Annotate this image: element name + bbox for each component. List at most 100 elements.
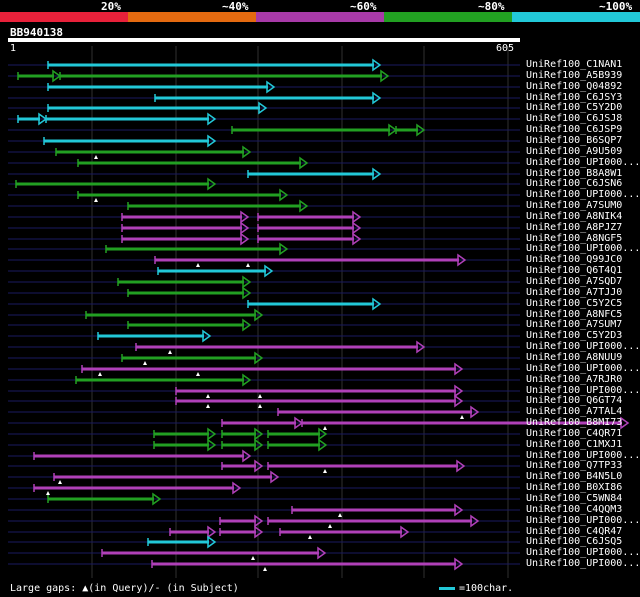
hit-label[interactable]: UniRef100_C5Y2D0 [526, 102, 623, 113]
alignment-arrowhead [254, 525, 264, 539]
hit-label[interactable]: UniRef100_UPI000... [526, 363, 640, 374]
gap-marker-icon [196, 372, 200, 376]
alignment-arrowhead [372, 297, 382, 311]
hit-label[interactable]: UniRef100_A7SQD7 [526, 276, 623, 287]
alignment-arrowhead [240, 210, 250, 224]
alignment-arrowhead [454, 503, 464, 517]
alignment-arrowhead [372, 58, 382, 72]
alignment-arrowhead [254, 427, 264, 441]
alignment-arrowhead [279, 188, 289, 202]
alignment-arrowhead [454, 384, 464, 398]
gap-marker-icon [196, 263, 200, 267]
hit-label[interactable]: UniRef100_UPI000... [526, 515, 640, 526]
alignment-arrowhead [454, 362, 464, 376]
hit-label[interactable]: UniRef100_A9U509 [526, 146, 623, 157]
alignment-arrowhead [240, 232, 250, 246]
legend-label: ~40% [222, 0, 249, 13]
hit-label[interactable]: UniRef100_Q7TP33 [526, 460, 623, 471]
alignment-arrowhead [318, 427, 328, 441]
hit-label[interactable]: UniRef100_A7SUM7 [526, 319, 623, 330]
legend-segment [384, 12, 512, 22]
hit-label[interactable]: UniRef100_Q99JC0 [526, 254, 623, 265]
hit-label[interactable]: UniRef100_A8NUU9 [526, 352, 623, 363]
hit-label[interactable]: UniRef100_UPI000... [526, 385, 640, 396]
hit-label[interactable]: UniRef100_C4QQM3 [526, 504, 623, 515]
gap-marker-icon [323, 469, 327, 473]
alignment-arrowhead [202, 329, 212, 343]
gap-marker-icon [460, 415, 464, 419]
legend-segment [128, 12, 256, 22]
query-start: 1 [10, 43, 17, 54]
alignment-arrowhead [254, 438, 264, 452]
alignment-arrowhead [207, 112, 217, 126]
hit-label[interactable]: UniRef100_B8MI73 [526, 417, 623, 428]
hit-label[interactable]: UniRef100_UPI000... [526, 189, 640, 200]
hit-label[interactable]: UniRef100_A7TAL4 [526, 406, 623, 417]
legend-label: ~80% [478, 0, 505, 13]
hit-label[interactable]: UniRef100_C5WN84 [526, 493, 623, 504]
hit-label[interactable]: UniRef100_UPI000... [526, 157, 640, 168]
hit-label[interactable]: UniRef100_B4N5L0 [526, 471, 623, 482]
alignment-arrowhead [152, 492, 162, 506]
alignment-arrowhead [207, 427, 217, 441]
scale-text: =100char. [459, 583, 514, 594]
hit-label[interactable]: UniRef100_UPI000... [526, 243, 640, 254]
hit-label[interactable]: UniRef100_A8NIK4 [526, 211, 623, 222]
alignment-arrowhead [242, 286, 252, 300]
alignment-arrowhead [416, 123, 426, 137]
alignment-arrowhead [258, 101, 268, 115]
gap-marker-icon [328, 524, 332, 528]
hit-label[interactable]: UniRef100_A7RJR0 [526, 374, 623, 385]
alignment-arrowhead [372, 91, 382, 105]
query-ruler [8, 38, 520, 42]
alignment-arrowhead [270, 470, 280, 484]
hit-label[interactable]: UniRef100_C6JSJ8 [526, 113, 623, 124]
hit-label[interactable]: UniRef100_C1NAN1 [526, 59, 623, 70]
hit-label[interactable]: UniRef100_A8NFC5 [526, 309, 623, 320]
hit-label[interactable]: UniRef100_A7SUM0 [526, 200, 623, 211]
hit-label[interactable]: UniRef100_C4QR47 [526, 526, 623, 537]
hit-label[interactable]: UniRef100_UPI000... [526, 547, 640, 558]
alignment-arrowhead [620, 416, 630, 430]
hit-label[interactable]: UniRef100_A8PJZ7 [526, 222, 623, 233]
hit-label[interactable]: UniRef100_A5B939 [526, 70, 623, 81]
hit-label[interactable]: UniRef100_UPI000... [526, 341, 640, 352]
alignment-arrowhead [470, 405, 480, 419]
hit-label[interactable]: UniRef100_Q6GT74 [526, 395, 623, 406]
alignment-arrowhead [454, 394, 464, 408]
hit-label[interactable]: UniRef100_B8A8W1 [526, 168, 623, 179]
hit-label[interactable]: UniRef100_C5Y2D3 [526, 330, 623, 341]
hit-label[interactable]: UniRef100_B6SQP7 [526, 135, 623, 146]
hit-label[interactable]: UniRef100_C4QR71 [526, 428, 623, 439]
hit-label[interactable]: UniRef100_UPI000... [526, 450, 640, 461]
hit-label[interactable]: UniRef100_C5Y2C5 [526, 298, 623, 309]
hit-label[interactable]: UniRef100_C6JSN6 [526, 178, 623, 189]
gap-marker-icon [98, 372, 102, 376]
hit-label[interactable]: UniRef100_UPI000... [526, 558, 640, 569]
alignment-arrowhead [294, 416, 304, 430]
gap-marker-icon [168, 350, 172, 354]
legend-segment [512, 12, 640, 22]
alignment-arrowhead [207, 177, 217, 191]
alignment-arrowhead [299, 199, 309, 213]
hit-label[interactable]: UniRef100_C6JSY3 [526, 92, 623, 103]
hit-label[interactable]: UniRef100_C6JSQ5 [526, 536, 623, 547]
legend-segment [0, 12, 128, 22]
gap-marker-icon [94, 198, 98, 202]
gap-marker-icon [46, 491, 50, 495]
hit-label[interactable]: UniRef100_C1MXJ1 [526, 439, 623, 450]
gap-legend: Large gaps: ▲(in Query)/- (in Subject) [10, 583, 239, 594]
hit-label[interactable]: UniRef100_Q6T4Q1 [526, 265, 623, 276]
gap-marker-icon [323, 426, 327, 430]
alignment-arrowhead [242, 449, 252, 463]
hit-label[interactable]: UniRef100_C6JSP9 [526, 124, 623, 135]
identity-legend-bar: 20% ~40% ~60% ~80% ~100% [0, 0, 640, 22]
hit-label[interactable]: UniRef100_A7TJJ0 [526, 287, 623, 298]
hit-label[interactable]: UniRef100_A8NGF5 [526, 233, 623, 244]
hit-label[interactable]: UniRef100_B0XI86 [526, 482, 623, 493]
gap-marker-icon [308, 535, 312, 539]
hit-label[interactable]: UniRef100_Q04892 [526, 81, 623, 92]
alignment-arrowhead [388, 123, 398, 137]
alignment-arrowhead [242, 318, 252, 332]
